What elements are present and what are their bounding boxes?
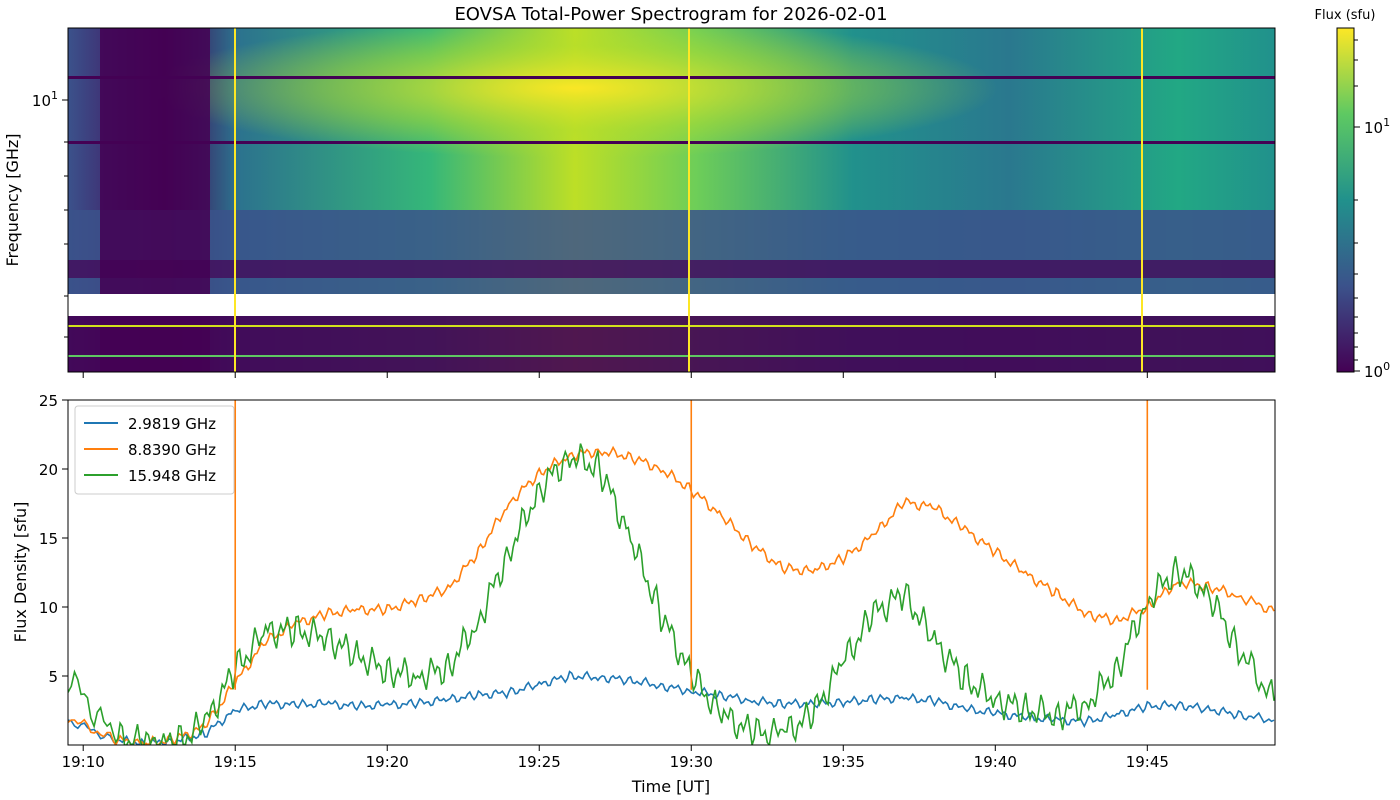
spectrogram-x-ticks xyxy=(82,372,1148,378)
spectrogram-dark-line xyxy=(68,141,1275,144)
spectrogram-title: EOVSA Total-Power Spectrogram for 2026-0… xyxy=(454,4,887,25)
x-tick-label: 19:25 xyxy=(518,753,561,771)
spectrogram-low-band xyxy=(68,210,1275,294)
legend-entry: 15.948 GHz xyxy=(128,467,216,485)
colorbar-tick-label: 100 xyxy=(1364,360,1390,381)
y-tick-label: 15 xyxy=(39,530,58,548)
legend: 2.9819 GHz 8.8390 GHz 15.948 GHz xyxy=(74,405,235,495)
y-tick-label: 25 xyxy=(39,392,58,410)
colorbar-tick-label: 101 xyxy=(1364,116,1390,137)
spectrogram-bottom-band xyxy=(68,316,1275,372)
spectrogram-frame xyxy=(67,27,1276,373)
spectrogram-quiet-region xyxy=(100,28,210,372)
spectrogram-y-axis: 101 xyxy=(32,89,68,338)
legend-box xyxy=(74,405,235,495)
lightcurve-y-label: Flux Density [sfu] xyxy=(11,502,30,643)
spectrogram-gap xyxy=(68,294,1275,316)
spectrogram-calibration-spike xyxy=(234,28,236,372)
y-tick-label: 10 xyxy=(39,599,58,617)
colorbar-label: Flux (sfu) xyxy=(1315,8,1376,23)
spectrogram-y-label: Frequency [GHz] xyxy=(3,133,22,266)
spectrogram-y-tick-label: 101 xyxy=(32,89,58,110)
x-tick-label: 19:40 xyxy=(974,753,1017,771)
lightcurve-x-axis: 19:10 19:15 19:20 19:25 19:30 19:35 19:40 19:45 xyxy=(62,745,1169,771)
spectrogram-rfi-band xyxy=(68,260,1275,278)
legend-entry: 8.8390 GHz xyxy=(128,441,216,459)
x-tick-label: 19:10 xyxy=(62,753,105,771)
series-line xyxy=(68,670,1275,745)
series-line xyxy=(68,443,1275,745)
y-tick-label: 5 xyxy=(48,668,58,686)
x-tick-label: 19:20 xyxy=(366,753,409,771)
x-tick-label: 19:30 xyxy=(670,753,713,771)
spectrogram-dark-line xyxy=(68,76,1275,79)
colorbar xyxy=(1336,27,1355,373)
x-tick-label: 19:35 xyxy=(822,753,865,771)
lightcurve-y-axis: 5 10 15 20 25 xyxy=(39,392,68,686)
y-tick-label: 20 xyxy=(39,461,58,479)
spectrogram-bright-line xyxy=(68,325,1275,327)
lightcurve-frame xyxy=(67,399,1276,746)
spectrogram-calibration-spike xyxy=(688,28,690,372)
series-line xyxy=(68,445,1275,745)
spectrogram-hot-region xyxy=(68,28,1275,228)
spectrogram-bright-line xyxy=(68,355,1275,357)
spectrogram-heatmap xyxy=(68,28,1275,372)
spectrogram-calibration-spike xyxy=(1141,28,1143,372)
x-tick-label: 19:15 xyxy=(214,753,257,771)
x-tick-label: 19:45 xyxy=(1126,753,1169,771)
colorbar-ticks: 101 100 xyxy=(1354,39,1390,381)
legend-entry: 2.9819 GHz xyxy=(128,415,216,433)
light-curves xyxy=(68,400,1275,745)
lightcurve-x-label: Time [UT] xyxy=(631,777,710,796)
